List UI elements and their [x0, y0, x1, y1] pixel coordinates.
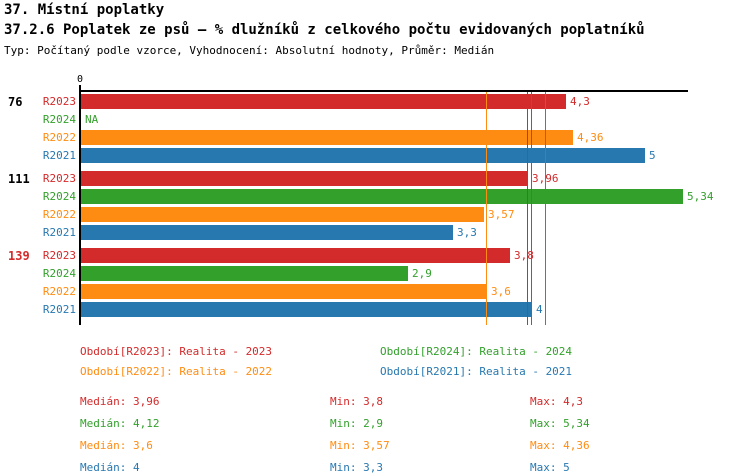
stat-median-r2023: Medián: 3,96: [80, 395, 160, 408]
bar-row-label-R2023: R2023: [42, 172, 76, 185]
stats-row-r2022: Medián: 3,6 Min: 3,57 Max: 4,36: [0, 439, 750, 453]
median-line-R2022: [486, 92, 487, 325]
group-label: 111: [8, 172, 30, 186]
bar-R2021: [81, 148, 645, 163]
bar-R2022: [81, 130, 573, 145]
bar-row-label-R2022: R2022: [42, 131, 76, 144]
legend-item-r2021: Období[R2021]: Realita - 2021: [380, 365, 573, 378]
bar-R2022: [81, 284, 487, 299]
bar-value-label: 3,3: [457, 226, 477, 239]
stat-min-r2021: Min: 3,3: [330, 461, 383, 474]
bar-R2021: [81, 302, 532, 317]
stat-median-r2021: Medián: 4: [80, 461, 140, 474]
bar-value-label: 4,36: [577, 131, 604, 144]
bar-row-label-R2022: R2022: [42, 285, 76, 298]
chart-title: 37.2.6 Poplatek ze psů – % dlužníků z ce…: [4, 22, 645, 38]
stat-min-r2023: Min: 3,8: [330, 395, 383, 408]
bar-R2022: [81, 207, 484, 222]
bar-row-label-R2024: R2024: [42, 267, 76, 280]
median-line-R2023: [527, 92, 528, 325]
bar-value-label: 4,3: [570, 95, 590, 108]
legend-item-r2022: Období[R2022]: Realita - 2022: [80, 365, 273, 378]
stats-row-r2024: Medián: 4,12 Min: 2,9 Max: 5,34: [0, 417, 750, 431]
stat-min-r2022: Min: 3,57: [330, 439, 390, 452]
bar-R2024: [81, 189, 683, 204]
median-line-R2021: [531, 92, 532, 325]
bar-value-label: 5: [649, 149, 656, 162]
stats-row-r2023: Medián: 3,96 Min: 3,8 Max: 4,3: [0, 395, 750, 409]
group-label: 139: [8, 249, 30, 263]
bar-row-label-R2021: R2021: [42, 149, 76, 162]
bar-value-label: 3,57: [488, 208, 515, 221]
bar-R2021: [81, 225, 453, 240]
chart-area: 76 R2023 4,3 R2024 NA R2022 4,36 R2021 5 111 R2023…: [8, 92, 714, 325]
stat-max-r2023: Max: 4,3: [530, 395, 583, 408]
bar-row-label-R2024: R2024: [42, 113, 76, 126]
bar-row-label-R2024: R2024: [42, 190, 76, 203]
bar-value-label: 3,6: [491, 285, 511, 298]
legend-item-r2023: Období[R2023]: Realita - 2023: [80, 345, 273, 358]
bar-na-label: NA: [85, 113, 99, 126]
bar-value-label: 5,34: [687, 190, 714, 203]
stat-max-r2024: Max: 5,34: [530, 417, 590, 430]
bar-value-label: 2,9: [412, 267, 432, 280]
bar-row-label-R2021: R2021: [42, 303, 76, 316]
stats-row-r2021: Medián: 4 Min: 3,3 Max: 5: [0, 461, 750, 475]
stat-max-r2022: Max: 4,36: [530, 439, 590, 452]
bar-R2023: [81, 171, 528, 186]
stat-median-r2024: Medián: 4,12: [80, 417, 160, 430]
stat-min-r2024: Min: 2,9: [330, 417, 383, 430]
bar-R2023: [81, 248, 510, 263]
y-axis-line: [79, 85, 81, 325]
group-label: 76: [8, 95, 23, 109]
bar-value-label: 3,8: [514, 249, 534, 262]
legend-item-r2024: Období[R2024]: Realita - 2024: [380, 345, 573, 358]
chart-subtitle: Typ: Počítaný podle vzorce, Vyhodnocení:…: [4, 44, 495, 57]
bar-row-label-R2021: R2021: [42, 226, 76, 239]
bar-R2024: [81, 266, 408, 281]
page-title: 37. Místní poplatky: [4, 2, 165, 18]
bar-row-label-R2022: R2022: [42, 208, 76, 221]
stat-median-r2022: Medián: 3,6: [80, 439, 153, 452]
stat-max-r2021: Max: 5: [530, 461, 570, 474]
bar-R2023: [81, 94, 566, 109]
bar-row-label-R2023: R2023: [42, 95, 76, 108]
bar-value-label: 4: [536, 303, 543, 316]
x-axis-origin-label: 0: [76, 74, 84, 85]
bar-row-label-R2023: R2023: [42, 249, 76, 262]
x-axis-line: [80, 90, 688, 92]
median-line-R2024: [545, 92, 546, 325]
